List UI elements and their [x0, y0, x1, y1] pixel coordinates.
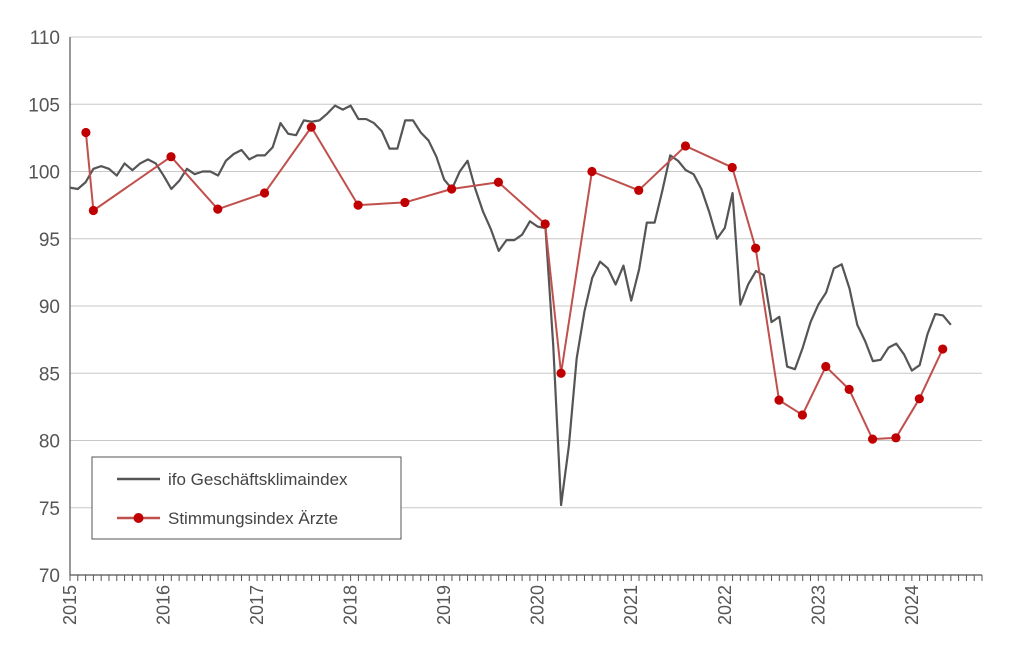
y-tick-label-110: 110 — [30, 28, 60, 49]
data-point-aerzte — [540, 219, 550, 229]
x-tick-label-2021: 2021 — [621, 585, 641, 625]
y-tick-label-105: 105 — [28, 95, 60, 116]
data-point-aerzte — [447, 184, 457, 194]
x-tick-label-2015: 2015 — [60, 585, 80, 625]
x-tick-label-2024: 2024 — [902, 585, 922, 625]
data-point-aerzte — [680, 141, 691, 151]
data-point-aerzte — [81, 127, 91, 138]
legend-marker-aerzte — [133, 513, 144, 523]
data-point-aerzte — [259, 188, 270, 198]
legend-label-ifo: ifo Geschäftsklimaindex — [168, 470, 348, 489]
y-tick-label-90: 90 — [39, 297, 60, 318]
y-tick-label-70: 70 — [39, 566, 60, 587]
data-point-aerzte — [751, 243, 761, 253]
data-point-aerzte — [166, 152, 176, 162]
x-tick-label-2017: 2017 — [247, 585, 267, 625]
y-tick-label-95: 95 — [39, 230, 60, 251]
x-axis-ticks: 2015 2016 2017 2018 2019 2020 2021 2022 2023 2024 — [60, 585, 922, 625]
data-point-aerzte — [634, 185, 644, 195]
legend-box — [91, 456, 402, 540]
data-point-aerzte — [938, 344, 948, 354]
data-point-aerzte — [821, 361, 831, 372]
x-tick-label-2018: 2018 — [341, 585, 361, 625]
x-tick-label-2016: 2016 — [154, 585, 174, 625]
x-tick-label-2020: 2020 — [528, 585, 548, 625]
data-point-aerzte — [88, 205, 98, 216]
y-tick-label-75: 75 — [39, 499, 60, 520]
x-tick-label-2023: 2023 — [808, 585, 828, 625]
data-point-aerzte — [306, 122, 316, 132]
data-point-aerzte — [774, 395, 784, 405]
data-point-aerzte — [556, 368, 566, 378]
data-point-aerzte — [727, 162, 737, 173]
axes — [69, 37, 983, 581]
data-point-aerzte — [914, 394, 924, 404]
data-point-aerzte — [867, 434, 878, 444]
y-tick-label-100: 100 — [28, 163, 60, 184]
y-tick-label-85: 85 — [39, 364, 60, 385]
data-point-aerzte — [493, 177, 504, 187]
series-line-ifo — [69, 104, 952, 507]
data-point-aerzte — [844, 384, 854, 394]
data-point-aerzte — [797, 410, 808, 420]
x-tick-label-2019: 2019 — [434, 585, 454, 625]
plot-area — [69, 104, 952, 507]
data-point-aerzte — [400, 197, 410, 208]
x-tick-label-2022: 2022 — [715, 585, 735, 625]
data-point-aerzte — [891, 433, 901, 443]
data-point-aerzte — [353, 200, 363, 210]
legend-label-aerzte: Stimmungsindex Ärzte — [168, 509, 338, 528]
legend: ifo Geschäftsklimaindex Stimmungsindex Ä… — [91, 456, 402, 540]
data-point-aerzte — [587, 166, 597, 177]
y-tick-label-80: 80 — [39, 432, 60, 453]
y-axis-ticks: 70 75 80 85 90 95 100 105 110 — [28, 28, 60, 587]
gridlines — [70, 36, 982, 509]
data-point-aerzte — [213, 204, 223, 214]
